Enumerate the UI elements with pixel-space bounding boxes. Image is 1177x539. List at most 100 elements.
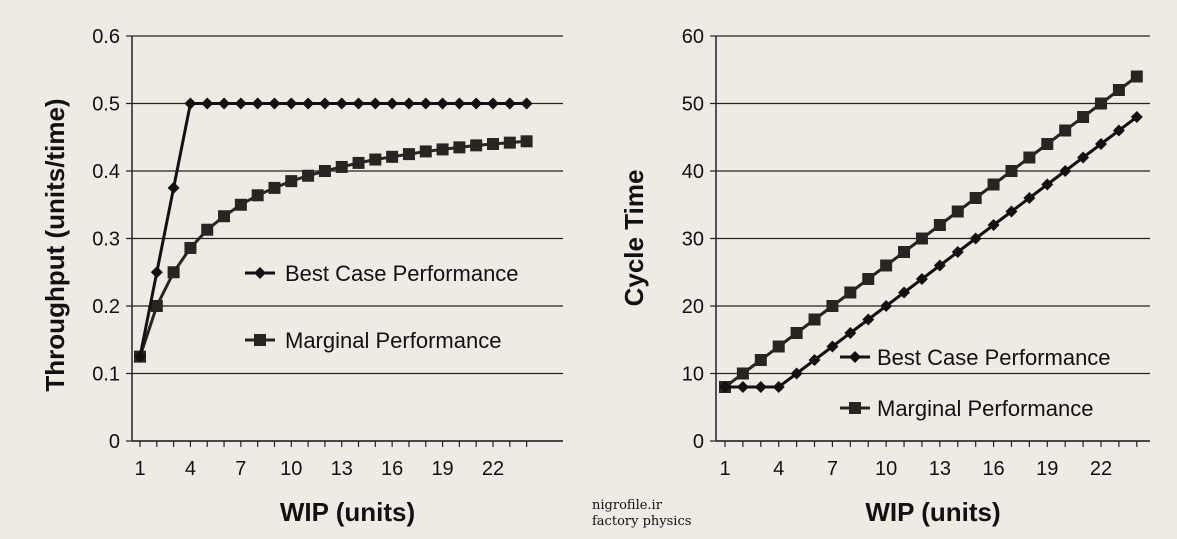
diamond-marker	[951, 246, 964, 258]
series-best-case-performance	[719, 111, 1143, 393]
diamond-marker	[1112, 124, 1125, 137]
square-marker	[736, 367, 749, 380]
square-marker	[844, 286, 857, 299]
square-marker	[826, 300, 839, 312]
square-marker	[1005, 165, 1018, 177]
square-marker	[987, 178, 1000, 191]
square-marker	[754, 354, 767, 366]
square-marker	[436, 143, 449, 156]
legend-item: Best Case Performance	[245, 261, 519, 286]
square-marker	[503, 136, 516, 149]
diamond-marker	[402, 97, 415, 110]
x-tick-label: 22	[1090, 458, 1112, 480]
square-marker	[772, 340, 785, 353]
diamond-marker	[772, 381, 785, 393]
square-marker	[1041, 138, 1054, 150]
y-tick-label: 0.4	[92, 161, 120, 183]
square-marker	[419, 145, 432, 158]
legend: Best Case Performance Marginal Performanc…	[245, 261, 519, 353]
diamond-marker	[234, 97, 247, 110]
square-marker	[251, 189, 264, 202]
diamond-marker	[352, 97, 365, 110]
diamond-marker	[386, 97, 399, 110]
square-marker	[254, 334, 266, 346]
square-marker	[234, 198, 247, 211]
legend-label: Best Case Performance	[285, 261, 519, 286]
diamond-marker	[419, 97, 432, 110]
square-marker	[318, 165, 331, 177]
y-tick-label: 0.6	[92, 26, 120, 48]
chart-1: 0 0.1 0.2 0.3 0.4 0.5 0.6 1 4 7 10 13 16 19 22 WIP (uni…	[40, 26, 563, 527]
y-tick-label: 60	[682, 26, 704, 48]
square-marker	[402, 148, 415, 161]
y-tick-label: 0.2	[92, 296, 120, 318]
legend-label: Marginal Performance	[877, 396, 1093, 421]
x-tick-label: 10	[875, 458, 897, 480]
square-marker	[487, 138, 499, 150]
series-line	[138, 139, 527, 358]
series-marginal-performance	[719, 70, 1143, 393]
square-marker	[1023, 151, 1036, 164]
square-marker	[167, 266, 180, 279]
x-tick-label: 16	[381, 458, 403, 480]
diamond-marker	[470, 97, 483, 110]
legend-label: Best Case Performance	[877, 345, 1111, 370]
y-tick-label: 0.1	[92, 364, 120, 386]
diamond-marker	[268, 97, 281, 110]
diamond-marker	[880, 300, 893, 312]
y-tick-label: 0	[109, 431, 120, 453]
diamond-marker	[436, 97, 449, 110]
diamond-marker	[898, 286, 911, 299]
square-marker	[951, 205, 964, 218]
diamond-marker	[1077, 151, 1090, 164]
square-marker	[790, 327, 803, 339]
diamond-marker	[1023, 192, 1036, 204]
diamond-marker	[503, 97, 516, 110]
diamond-marker	[318, 97, 331, 110]
diamond-marker	[849, 351, 861, 363]
x-tick-label: 10	[280, 458, 302, 480]
square-marker	[898, 246, 911, 258]
diamond-marker	[134, 350, 146, 363]
y-axis-label: Throughput (units/time)	[40, 98, 70, 391]
diamond-marker	[201, 97, 214, 110]
chart-2: 0 10 20 30 40 50 60 1 4 7 10 13 16 19 22 WIP (units) Cyc…	[619, 26, 1150, 527]
watermark: nigrofile.ir factory physics	[592, 498, 691, 530]
square-marker	[1077, 111, 1090, 123]
x-tick-label: 19	[1036, 458, 1058, 480]
x-tick-label: 4	[773, 458, 784, 480]
square-marker	[302, 169, 315, 182]
diamond-marker	[826, 340, 839, 353]
square-marker	[1112, 84, 1125, 96]
legend-item: Marginal Performance	[245, 328, 501, 353]
diamond-marker	[808, 354, 821, 366]
legend-label: Marginal Performance	[285, 328, 501, 353]
diamond-marker	[1130, 111, 1143, 123]
square-marker	[335, 160, 348, 173]
x-tick-label: 13	[331, 458, 353, 480]
x-tick-label: 1	[719, 458, 730, 480]
series-marginal-performance	[134, 135, 533, 363]
watermark-line1: nigrofile.ir	[592, 498, 662, 513]
square-marker	[453, 141, 466, 154]
diamond-marker	[251, 97, 264, 110]
diamond-marker	[1005, 205, 1018, 218]
diamond-marker	[862, 313, 875, 326]
square-marker	[862, 273, 875, 285]
diamond-marker	[302, 97, 315, 110]
series-line	[724, 75, 1138, 389]
diamond-marker	[150, 266, 163, 279]
square-marker	[201, 223, 214, 236]
diamond-marker	[369, 97, 382, 110]
diamond-marker	[915, 273, 928, 285]
square-marker	[184, 241, 197, 254]
y-tick-label: 0.5	[92, 94, 120, 116]
x-tick-label: 22	[482, 458, 504, 480]
x-tick-label: 4	[185, 458, 196, 480]
watermark-line2: factory physics	[592, 514, 692, 529]
diamond-marker	[719, 381, 731, 393]
diamond-marker	[754, 381, 767, 393]
square-marker	[1095, 97, 1107, 110]
square-marker	[933, 219, 946, 231]
